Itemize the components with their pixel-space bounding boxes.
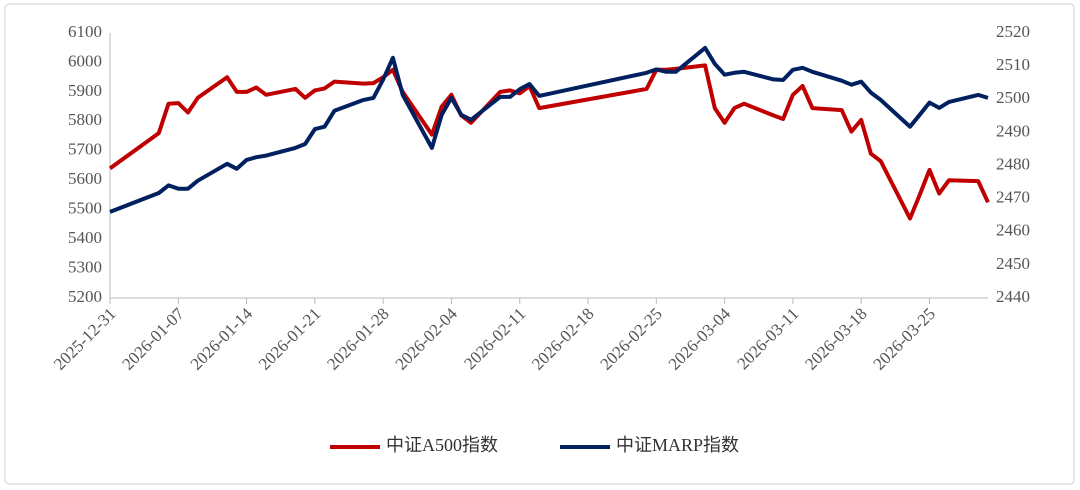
y2-tick-label: 2450 — [996, 254, 1030, 273]
y2-tick-label: 2490 — [996, 121, 1030, 140]
series-line — [108, 63, 990, 221]
y-tick-label: 5800 — [68, 110, 102, 129]
y2-tick-label: 2480 — [996, 154, 1030, 173]
y-tick-label: 5600 — [68, 169, 102, 188]
y2-tick-label: 2440 — [996, 287, 1030, 306]
y2-tick-label: 2500 — [996, 88, 1030, 107]
chart-frame — [4, 3, 1075, 485]
series-line — [109, 45, 989, 214]
y2-tick-label: 2520 — [996, 22, 1030, 41]
y2-tick-label: 2460 — [996, 221, 1030, 240]
y-tick-label: 5900 — [68, 81, 102, 100]
legend-label: 中证A500指数 — [386, 435, 498, 455]
y2-tick-label: 2470 — [996, 188, 1030, 207]
legend-label: 中证MARP指数 — [616, 435, 739, 455]
y-tick-label: 6000 — [68, 51, 102, 70]
y-tick-label: 5200 — [68, 287, 102, 306]
y-tick-label: 5400 — [68, 228, 102, 247]
y-tick-label: 5700 — [68, 140, 102, 159]
y-tick-label: 6100 — [68, 22, 102, 41]
y-tick-label: 5300 — [68, 257, 102, 276]
y-tick-label: 5500 — [68, 199, 102, 218]
y2-tick-label: 2510 — [996, 55, 1030, 74]
